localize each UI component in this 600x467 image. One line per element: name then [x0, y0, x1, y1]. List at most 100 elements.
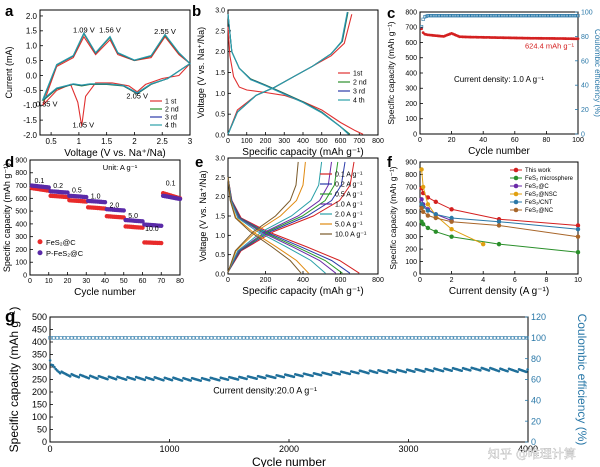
efficiency-point	[281, 336, 285, 340]
current-density-text: Current density:20.0 A g⁻¹	[213, 385, 317, 395]
y-tick-label: -1.5	[23, 116, 37, 125]
efficiency-point	[385, 336, 389, 340]
efficiency-point	[392, 336, 396, 340]
efficiency-point	[191, 336, 196, 340]
x-tick-label: 60	[511, 137, 519, 144]
efficiency-point	[270, 336, 275, 340]
x-tick-label: 800	[372, 277, 384, 284]
efficiency-point	[109, 336, 113, 340]
capacity-point	[497, 369, 501, 373]
discharge-curve	[227, 177, 309, 274]
capacity-point	[133, 378, 137, 381]
rate-label: 10.0	[145, 226, 159, 233]
efficiency-point	[345, 336, 350, 340]
panel-a: 0.5 1 1.5 2 2.5 3 -2.0 -1.5 -1.0 -0.5 0.0 0.5 1.0 1.5…	[4, 3, 193, 159]
capacity-point	[218, 378, 221, 382]
legend-marker	[513, 199, 519, 205]
efficiency-point	[428, 336, 432, 340]
x-tick-label: 60	[139, 278, 147, 285]
x-tick-label: 40	[479, 137, 487, 144]
y-tick-label: 400	[405, 222, 417, 229]
series-line	[42, 32, 191, 102]
capacity-point	[311, 374, 314, 378]
y-tick-label: 500	[15, 209, 27, 216]
comparison-point	[496, 241, 502, 247]
capacity-point	[319, 373, 323, 377]
panel-letter: e	[195, 154, 203, 171]
efficiency-point	[320, 336, 325, 340]
efficiency-point	[525, 336, 529, 340]
y2-tick-label: 0	[581, 131, 585, 138]
efficiency-point	[514, 336, 518, 340]
y-tick-label: 0.5	[215, 112, 225, 119]
efficiency-point	[338, 336, 343, 340]
x-tick-label: 6	[513, 277, 517, 284]
efficiency-point	[184, 336, 189, 340]
efficiency-point	[73, 336, 77, 340]
rate-point	[46, 185, 51, 190]
y2-tick-label: 0	[531, 437, 536, 447]
capacity-point	[106, 377, 109, 381]
efficiency-point	[406, 336, 411, 340]
efficiency-point	[112, 336, 117, 340]
panel-letter: g	[5, 307, 15, 326]
capacity-point	[87, 376, 91, 380]
legend-entry: 3 rd	[165, 114, 177, 121]
efficiency-point	[252, 336, 257, 340]
comparison-point	[449, 227, 454, 232]
y-tick-label: 0	[413, 131, 417, 138]
rate-label: 0.2	[53, 183, 63, 190]
y2-tick-label: 80	[581, 34, 589, 41]
efficiency-point	[521, 336, 526, 340]
rate-label: 0.1	[35, 178, 45, 185]
efficiency-point	[510, 336, 515, 340]
y2-tick-label: 60	[531, 375, 541, 385]
x-axis-label: Voltage (V vs. Na⁺/Na)	[64, 148, 165, 159]
y-tick-label: -1.0	[23, 101, 37, 110]
x-tick-label: 700	[353, 138, 365, 145]
capacity-point	[487, 369, 491, 372]
efficiency-point	[360, 336, 364, 340]
capacity-point	[114, 377, 118, 381]
y2-tick-label: 40	[531, 395, 541, 405]
x-tick-label: 2	[450, 277, 454, 284]
x-tick-label: 400	[297, 138, 309, 145]
y-tick-label: 250	[32, 375, 47, 385]
x-tick-label: 400	[297, 277, 309, 284]
peak-label: 1.05 V	[72, 121, 94, 130]
efficiency-point	[202, 336, 206, 340]
efficiency-point	[492, 336, 497, 340]
y-tick-label: 600	[405, 197, 417, 204]
capacity-point	[301, 374, 304, 378]
panel-d: 0 10 20 30 40 50 60 70 8001002003004005006007008…	[2, 154, 184, 298]
capacity-point	[53, 365, 56, 369]
efficiency-point	[464, 336, 468, 340]
series-line	[227, 14, 353, 135]
panel-letter: d	[5, 154, 14, 171]
capacity-point	[479, 369, 482, 372]
y-axis-label: Voltage (V vs. Na⁺/Na)	[198, 170, 208, 261]
efficiency-point	[166, 336, 171, 340]
efficiency-point	[439, 336, 443, 340]
legend-entry: 10.0 A g⁻¹	[335, 231, 367, 238]
legend-entry: FeS₂@NSC	[525, 192, 558, 198]
x-tick-label: 1	[77, 137, 82, 146]
efficiency-point	[173, 336, 178, 340]
x-tick-label: 3000	[398, 444, 418, 454]
comparison-point	[575, 227, 581, 232]
comparison-point	[433, 212, 438, 217]
y2-tick-label: 80	[531, 354, 541, 364]
efficiency-point	[378, 336, 382, 340]
efficiency-point	[471, 336, 475, 340]
capacity-point	[162, 378, 165, 382]
efficiency-point	[310, 336, 314, 340]
efficiency-point	[77, 336, 81, 340]
y-axis-label: Specific capacity (mAh g⁻¹)	[386, 21, 396, 124]
x-tick-label: 0	[47, 444, 52, 454]
rate-point	[65, 190, 70, 195]
legend-entry: 2 nd	[353, 79, 367, 86]
capacity-point	[357, 371, 360, 375]
capacity-point	[576, 37, 580, 41]
panel-e: 0 200 400 600 800 0.0 0.5 1.0 1.5 2.0 2.5 3.0 Specif…	[195, 154, 384, 297]
efficiency-point	[460, 336, 465, 340]
